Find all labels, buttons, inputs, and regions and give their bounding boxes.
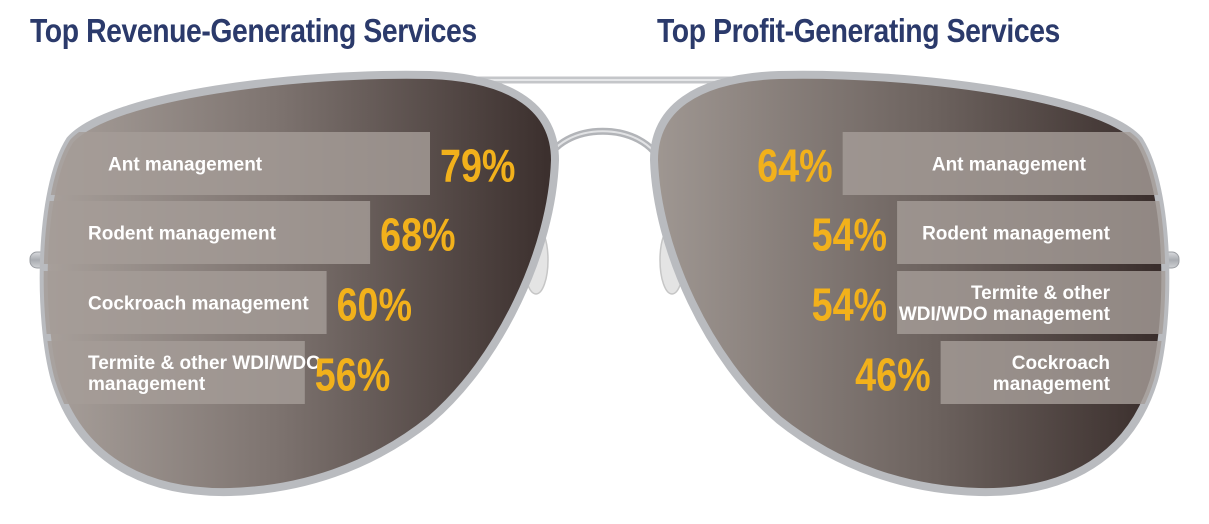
- revenue-bar-2: [43, 271, 327, 334]
- profit-bar-3: [940, 341, 1166, 404]
- revenue-category-label-2: Cockroach management: [88, 294, 309, 315]
- revenue-bar-0: [43, 132, 430, 195]
- revenue-category-label-3: Termite & other WDI/WDO management: [88, 353, 321, 395]
- revenue-bar-1: [43, 201, 371, 264]
- profit-category-label-0: Ant management: [932, 155, 1087, 176]
- profit-category-label-2: Termite & other WDI/WDO management: [899, 283, 1111, 325]
- profit-value-labels: 64% 54% 54% 46%: [757, 140, 930, 400]
- profit-value-label-2: 54%: [812, 279, 887, 330]
- profit-value-label-1: 54%: [812, 209, 887, 260]
- profit-value-label-3: 46%: [855, 349, 930, 400]
- profit-bar-2: [897, 271, 1166, 334]
- profit-bars-group: Ant management Rodent management Termite &…: [842, 132, 1166, 404]
- revenue-value-label-2: 60%: [337, 279, 412, 330]
- nose-bridge: [541, 127, 666, 167]
- revenue-value-label-3: 56%: [315, 349, 390, 400]
- profit-bar-0: [842, 132, 1166, 195]
- revenue-category-label-0: Ant management: [108, 155, 263, 176]
- revenue-chart-title: Top Revenue-Generating Services: [30, 12, 477, 49]
- profit-value-label-0: 64%: [757, 140, 832, 191]
- revenue-bars-group: Ant management Rodent management Cockroach…: [43, 132, 430, 404]
- profit-bar-1: [897, 201, 1166, 264]
- profit-category-label-3: Cockroach management: [993, 353, 1111, 395]
- revenue-bar-3: [43, 341, 305, 404]
- revenue-value-label-1: 68%: [380, 209, 455, 260]
- profit-chart-title: Top Profit-Generating Services: [657, 12, 1060, 49]
- revenue-category-label-1: Rodent management: [88, 224, 277, 245]
- revenue-value-label-0: 79%: [440, 140, 515, 191]
- profit-category-label-1: Rodent management: [922, 224, 1111, 245]
- revenue-value-labels: 79% 68% 60% 56%: [315, 140, 516, 400]
